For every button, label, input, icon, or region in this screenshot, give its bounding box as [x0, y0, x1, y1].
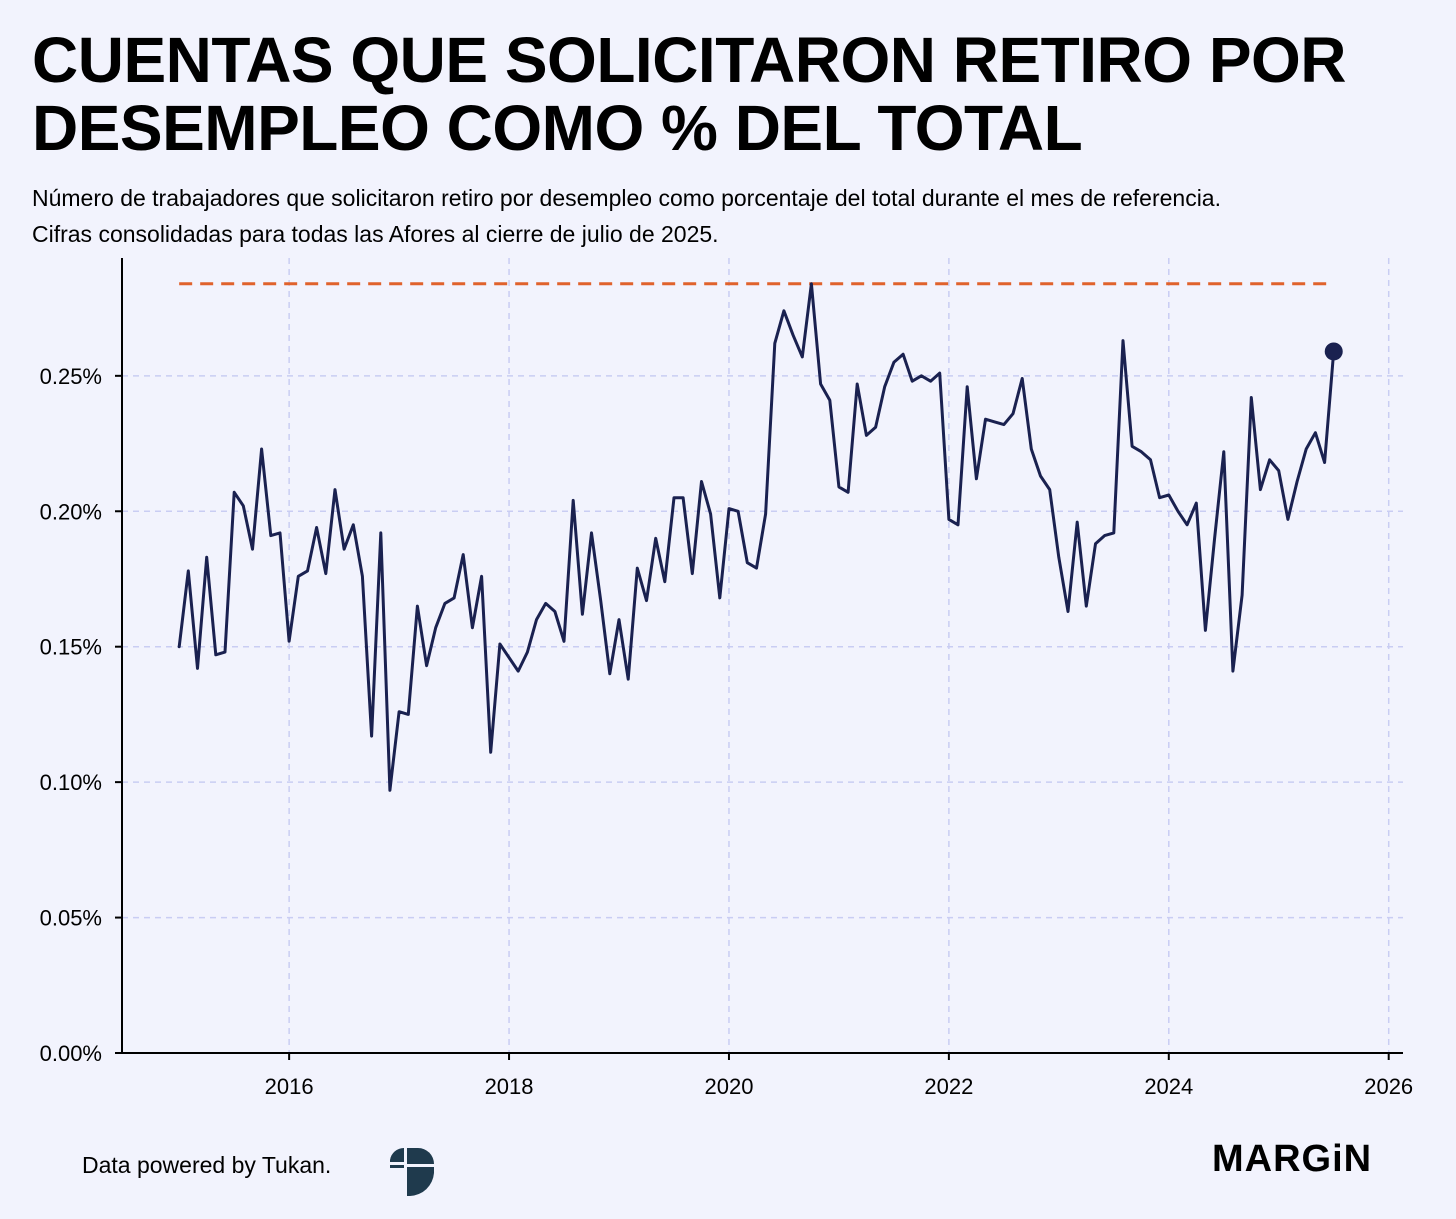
x-tick-label: 2022	[924, 1074, 973, 1099]
title-line-1: CUENTAS QUE SOLICITARON RETIRO POR	[32, 24, 1347, 96]
x-tick-label: 2026	[1364, 1074, 1413, 1099]
chart-title: CUENTAS QUE SOLICITARON RETIRO POR DESEM…	[32, 26, 1432, 162]
x-tick-label: 2018	[485, 1074, 534, 1099]
y-tick-label: 0.15%	[40, 635, 102, 660]
y-tick-label: 0.10%	[40, 770, 102, 795]
data-credit: Data powered by Tukan.	[82, 1152, 332, 1178]
y-tick-label: 0.20%	[40, 499, 102, 524]
subtitle-line-2: Cifras consolidadas para todas las Afore…	[32, 221, 719, 247]
title-line-2: DESEMPLEO COMO % DEL TOTAL	[32, 92, 1083, 164]
y-tick-label: 0.05%	[40, 906, 102, 931]
last-data-point	[1324, 342, 1343, 361]
x-tick-label: 2020	[704, 1074, 753, 1099]
x-tick-label: 2024	[1144, 1074, 1193, 1099]
tukan-logo-icon	[390, 1147, 434, 1196]
y-tick-label: 0.00%	[40, 1041, 102, 1066]
x-tick-label: 2016	[265, 1074, 314, 1099]
chart-subtitle: Número de trabajadores que solicitaron r…	[32, 180, 1442, 252]
margin-logo: MARGiN	[1212, 1138, 1373, 1180]
subtitle-line-1: Número de trabajadores que solicitaron r…	[32, 185, 1221, 211]
series-line	[177, 282, 1336, 792]
y-tick-label: 0.25%	[40, 364, 102, 389]
